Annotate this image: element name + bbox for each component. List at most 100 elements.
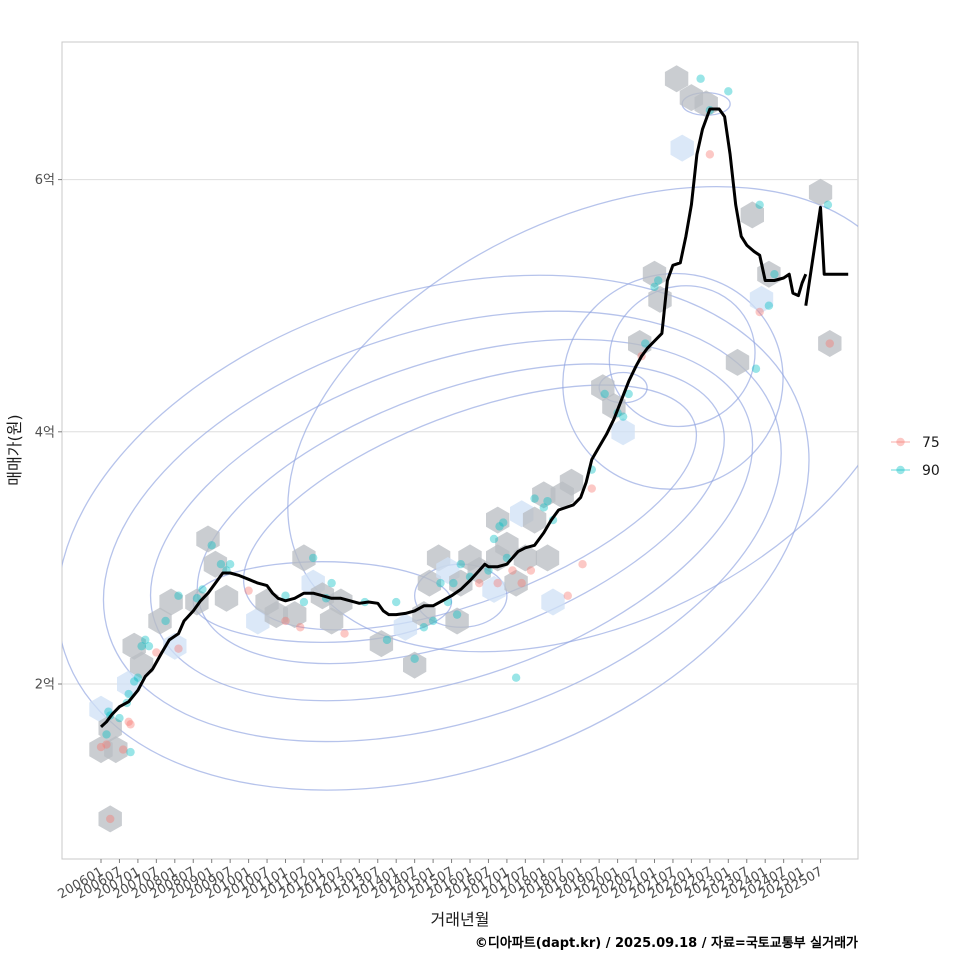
hex-bin [283,601,307,629]
point-90 [624,389,633,399]
hex-bin [319,607,344,635]
point-75 [517,578,526,588]
hex-bin [445,607,469,635]
point-90 [216,560,226,569]
median-line-segment [804,205,849,306]
hex-bin [591,374,615,402]
point-90 [161,616,170,626]
plot-panel [61,41,859,860]
density-contour [562,272,784,490]
point-90 [489,534,499,544]
point-90 [770,269,779,279]
point-90 [207,541,216,550]
y-axis-title: 매매가(원) [5,414,24,485]
point-90 [653,276,663,285]
hex-bin [369,630,394,658]
x-axis: 2006012006072007012007072008012008072009… [56,859,826,902]
hex-bin [104,736,128,764]
hex-bin [486,506,510,534]
point-75 [755,307,764,317]
point-90 [327,578,336,588]
hex-bin [98,714,122,742]
point-90 [641,339,650,348]
point-75 [152,648,161,657]
density-contour [62,274,810,791]
point-75 [705,150,715,159]
hex-bin [196,525,220,553]
hex-bin [611,418,635,446]
point-90 [696,74,705,83]
hex-bin [725,348,750,376]
point-75 [340,629,349,638]
point-90 [133,673,143,682]
point-90 [102,730,111,739]
point-90 [281,591,290,600]
point-90 [452,610,462,619]
caption: ©디아파트(dapt.kr) / 2025.09.18 / 자료=국토교통부 실… [475,935,858,951]
point-90 [724,87,733,96]
point-75 [508,566,517,575]
hex-bin [185,588,209,616]
hex-bin [535,544,560,572]
point-75 [281,616,290,626]
hex-bin [98,805,122,833]
hex-bin [740,201,764,229]
hex-bin [602,393,626,421]
point-75 [96,742,106,752]
y-axis: 2억 4억 6억 [35,173,62,693]
hex-bin [129,651,154,679]
point-90 [308,553,318,563]
hex-bin [694,90,718,118]
legend-label: 75 [922,435,940,451]
point-75 [526,566,536,575]
point-75 [578,560,587,569]
x-axis-title: 거래년월 [431,910,490,929]
point-90 [410,654,419,663]
point-75 [296,623,305,632]
y-tick-label: 2억 [35,678,55,693]
point-90 [543,496,552,506]
point-75 [118,745,128,754]
point-90 [530,494,539,503]
point-75 [825,339,834,348]
point-90 [650,282,659,291]
hex-bin [522,506,547,534]
point-75 [493,578,502,588]
point-90 [126,747,135,757]
point-90 [382,635,392,645]
point-90 [192,594,202,603]
point-90 [449,578,458,588]
point-90 [137,641,146,651]
y-tick-label: 4억 [35,425,55,440]
point-75 [563,591,572,600]
hex-bins [89,65,842,833]
point-90 [130,677,139,686]
point-90 [495,522,504,531]
point-90 [600,389,609,399]
point-90 [141,635,150,645]
point-90 [484,566,493,575]
point-90 [198,585,207,594]
hex-bin [246,607,270,635]
point-75 [587,484,596,493]
hex-bin [159,588,183,616]
hex-bin [559,468,584,496]
y-tick-label: 6억 [35,173,55,188]
point-90 [299,597,309,607]
hex-bin [670,134,694,162]
hex-bin [504,569,528,597]
point-75 [102,740,111,749]
hex-bin [89,695,113,723]
hex-bin [495,531,519,559]
hex-bin [532,481,556,509]
hex-bin [541,588,565,616]
hex-bin [808,178,833,206]
hex-bin [403,651,427,679]
hex-bin [642,260,667,288]
point-90 [115,713,124,723]
hex-bin [818,330,842,357]
point-90 [499,518,508,527]
hex-bin [148,607,172,635]
point-90 [755,200,764,210]
point-90 [124,689,133,699]
